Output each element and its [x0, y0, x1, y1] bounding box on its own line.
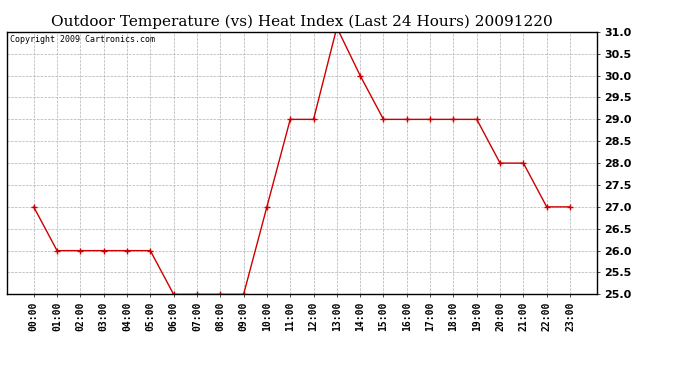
Text: Copyright 2009 Cartronics.com: Copyright 2009 Cartronics.com [10, 34, 155, 44]
Title: Outdoor Temperature (vs) Heat Index (Last 24 Hours) 20091220: Outdoor Temperature (vs) Heat Index (Las… [51, 15, 553, 29]
